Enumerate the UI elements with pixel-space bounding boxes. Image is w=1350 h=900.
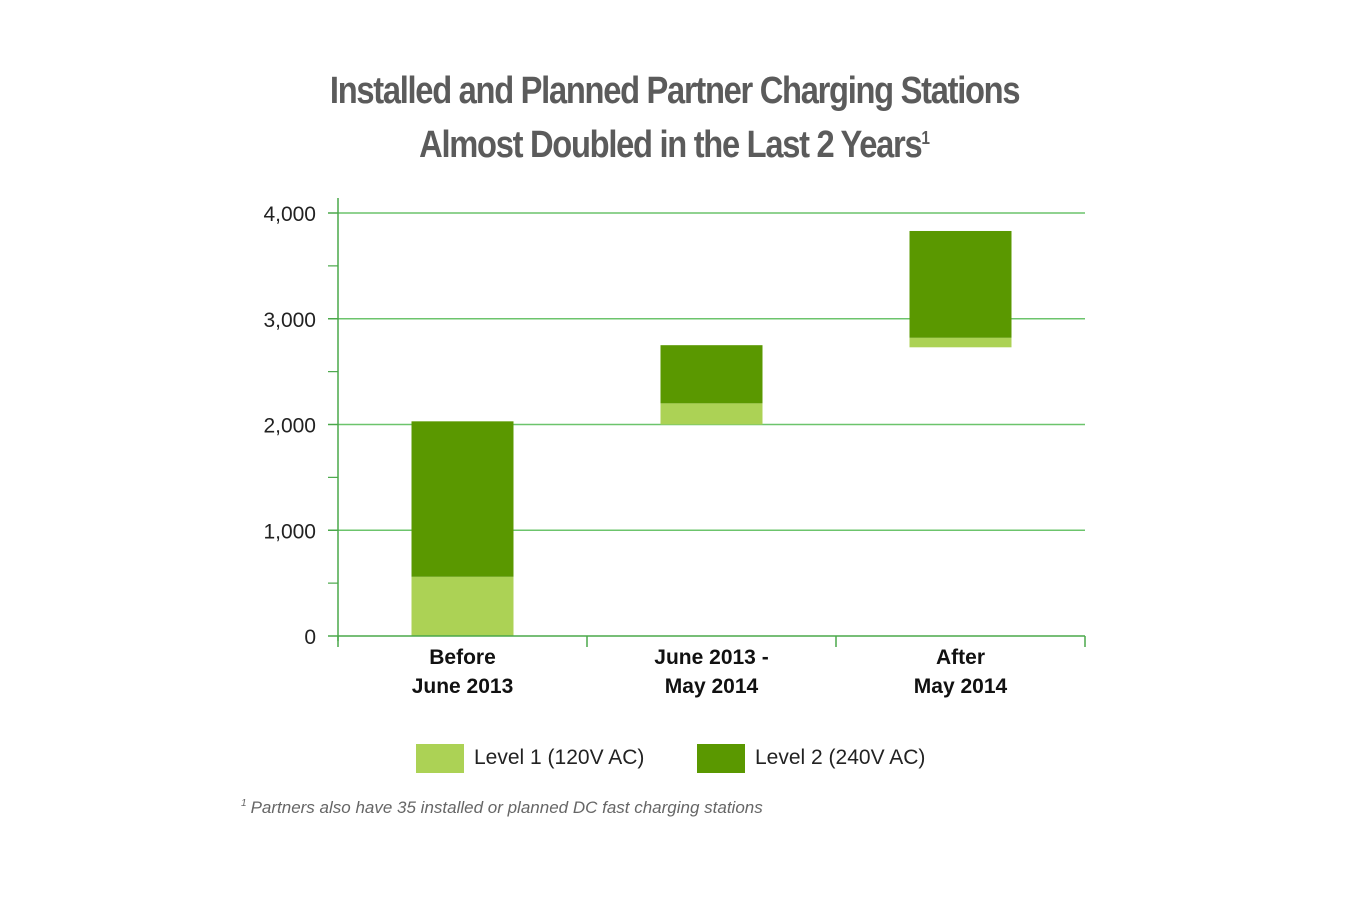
bar-level2-2 bbox=[909, 230, 1012, 338]
legend-item-level-1: Level 1 (120V AC) bbox=[416, 743, 644, 773]
bars bbox=[411, 230, 1012, 636]
legend: Level 1 (120V AC) Level 2 (240V AC) bbox=[0, 743, 1350, 773]
y-tick-label-3: 3,000 bbox=[263, 309, 316, 332]
bar-level1-0 bbox=[411, 576, 514, 636]
bar-level2-1 bbox=[660, 345, 763, 404]
axis-labels: 0 1,000 2,000 3,000 4,000 Before June 2013 June… bbox=[263, 203, 1007, 698]
y-tick-label-4: 4,000 bbox=[263, 203, 316, 226]
x-category-label-0-line-2: June 2013 bbox=[412, 675, 514, 698]
y-tick-label-2: 2,000 bbox=[263, 415, 316, 438]
footnote-marker: 1 bbox=[241, 798, 247, 810]
legend-swatch-level-1 bbox=[416, 743, 464, 773]
title-line-2-text: Almost Doubled in the Last 2 Years bbox=[419, 124, 922, 166]
x-category-label-2-line-2: May 2014 bbox=[914, 675, 1008, 698]
y-tick-label-0: 0 bbox=[304, 626, 316, 649]
chart-title-line-1: Installed and Planned Partner Charging S… bbox=[94, 70, 1255, 113]
title-footnote-marker: 1 bbox=[921, 128, 930, 148]
bar-level1-1 bbox=[660, 403, 763, 425]
chart-title-line-2: Almost Doubled in the Last 2 Years1 bbox=[94, 124, 1255, 167]
legend-label-level-2: Level 2 (240V AC) bbox=[755, 746, 926, 769]
y-tick-label-1: 1,000 bbox=[263, 520, 316, 543]
axes bbox=[328, 198, 1086, 647]
legend-swatch-level-2 bbox=[697, 743, 745, 773]
bar-level1-2 bbox=[909, 337, 1012, 348]
footnote-text: Partners also have 35 installed or plann… bbox=[250, 798, 763, 817]
legend-item-level-2: Level 2 (240V AC) bbox=[697, 743, 925, 773]
x-category-label-1-line-1: June 2013 - bbox=[654, 646, 768, 669]
footnote: 1 Partners also have 35 installed or plan… bbox=[241, 798, 763, 818]
bar-level2-0 bbox=[411, 421, 514, 577]
x-category-label-0-line-1: Before bbox=[429, 646, 496, 669]
legend-label-level-1: Level 1 (120V AC) bbox=[474, 746, 645, 769]
title-line-1-text: Installed and Planned Partner Charging S… bbox=[329, 70, 1021, 112]
x-category-label-1-line-2: May 2014 bbox=[665, 675, 759, 698]
x-category-label-2-line-1: After bbox=[936, 646, 985, 669]
